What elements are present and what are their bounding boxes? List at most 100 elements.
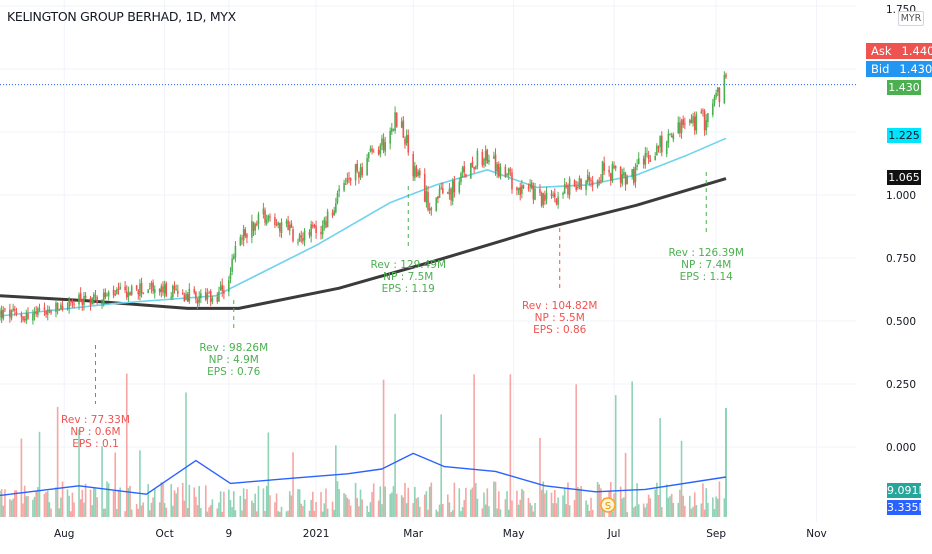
volume-bar xyxy=(274,502,276,517)
candle-body xyxy=(532,186,535,200)
candle-body xyxy=(150,283,153,288)
volume-bar xyxy=(14,490,16,517)
candle-body xyxy=(114,294,117,296)
candle-body xyxy=(198,296,200,303)
volume-bar xyxy=(195,496,197,517)
volume-bar xyxy=(544,493,546,517)
candle-body xyxy=(158,289,161,293)
candle-body xyxy=(193,288,196,293)
volume-bar xyxy=(496,508,498,517)
candle-body xyxy=(172,285,174,298)
volume-bar xyxy=(69,511,72,517)
candle-body xyxy=(624,173,627,185)
candle-body xyxy=(162,286,164,293)
candle-body xyxy=(130,286,133,295)
volume-bar xyxy=(707,502,709,517)
volume-bar xyxy=(391,492,393,517)
candle-body xyxy=(116,289,118,295)
candle-body xyxy=(539,188,541,193)
volume-bar xyxy=(196,505,199,517)
volume-bar xyxy=(552,503,554,517)
candle-body xyxy=(23,319,26,321)
x-tick-label: May xyxy=(503,528,525,540)
candle-body xyxy=(660,135,663,153)
volume-bar xyxy=(223,491,225,517)
candle-body xyxy=(423,174,426,202)
volume-bar xyxy=(163,503,166,517)
volume-bar xyxy=(349,505,352,517)
volume-bar xyxy=(563,488,566,517)
earnings-label: NP : 7.5M xyxy=(383,271,433,283)
candle-body xyxy=(603,162,605,171)
candle-body xyxy=(81,300,84,305)
volume-bar xyxy=(488,506,490,517)
volume-bar xyxy=(147,484,149,517)
candle-body xyxy=(716,87,719,93)
volume-bar xyxy=(507,509,510,517)
candle-body xyxy=(705,120,708,131)
candle-body xyxy=(649,159,652,162)
candle-body xyxy=(94,295,97,297)
candle-body xyxy=(394,112,396,131)
volume-bar xyxy=(534,502,536,517)
volume-bar xyxy=(198,486,200,517)
volume-bar xyxy=(176,487,179,517)
volume-bar xyxy=(723,498,726,517)
volume-bar xyxy=(66,489,69,517)
candle-body xyxy=(621,174,624,185)
volume-bar xyxy=(516,490,518,517)
volume-bar xyxy=(404,482,406,517)
volume-bar xyxy=(68,495,70,517)
candle-body xyxy=(280,222,283,234)
candle-body xyxy=(471,161,474,168)
dividend-icon[interactable] xyxy=(600,497,616,513)
volume-bar xyxy=(244,498,247,517)
volume-bar xyxy=(522,490,525,517)
volume-bar xyxy=(367,511,370,517)
volume-bar xyxy=(705,488,708,517)
candle-body xyxy=(450,188,452,201)
candle-body xyxy=(654,156,657,161)
candle-body xyxy=(336,193,339,203)
candle-body xyxy=(78,294,80,305)
volume-bar xyxy=(379,486,382,517)
candle-body xyxy=(35,311,38,314)
volume-bar xyxy=(460,511,462,517)
volume-bar xyxy=(119,487,121,517)
volume-bar xyxy=(269,495,271,517)
candle-body xyxy=(303,230,306,241)
volume-bar xyxy=(158,502,161,517)
candle-body xyxy=(242,228,245,241)
volume-bar xyxy=(251,500,253,517)
volume-bar xyxy=(644,507,647,517)
y-tick-label: 0.250 xyxy=(886,379,916,391)
volume-bar xyxy=(498,491,500,517)
candle-body xyxy=(435,197,438,212)
candle-body xyxy=(684,123,686,125)
earnings-label: NP : 5.5M xyxy=(535,312,585,324)
candle-body xyxy=(446,192,449,194)
candle-body xyxy=(262,208,265,215)
currency-label[interactable]: MYR xyxy=(898,11,924,26)
y-tick-label: 1.000 xyxy=(886,190,916,202)
volume-bar xyxy=(474,483,477,517)
candle-body xyxy=(609,173,612,181)
candle-body xyxy=(600,180,602,182)
candle-body xyxy=(153,288,156,294)
volume-bar xyxy=(359,489,362,517)
candle-body xyxy=(246,234,248,238)
volume-bar xyxy=(170,484,173,517)
volume-bar xyxy=(45,492,47,517)
candle-body xyxy=(315,225,317,234)
candle-body xyxy=(10,310,13,319)
candle-body xyxy=(4,308,6,310)
candle-body xyxy=(442,188,444,194)
candle-body xyxy=(320,231,322,235)
candle-body xyxy=(488,159,490,163)
candle-body xyxy=(269,216,271,218)
volume-bar xyxy=(310,499,312,517)
volume-bar xyxy=(354,482,357,517)
candle-body xyxy=(463,165,466,173)
